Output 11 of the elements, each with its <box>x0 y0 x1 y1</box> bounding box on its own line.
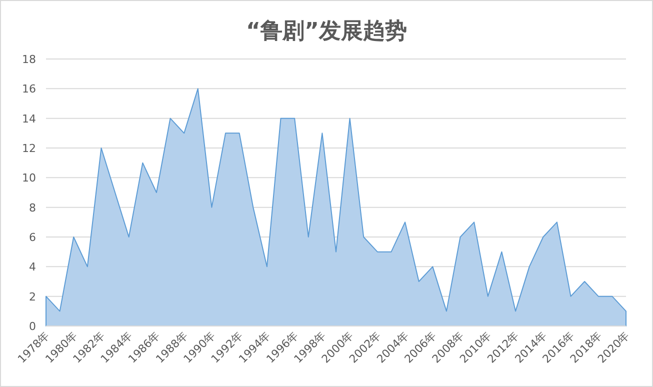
y-tick-label: 8 <box>29 201 36 214</box>
y-tick-label: 0 <box>29 320 36 333</box>
y-tick-label: 16 <box>22 82 36 96</box>
y-tick-label: 12 <box>22 142 36 155</box>
y-tick-label: 4 <box>29 260 36 274</box>
y-tick-label: 6 <box>29 231 36 244</box>
y-tick-label: 18 <box>22 53 36 66</box>
y-tick-label: 2 <box>29 290 36 304</box>
chart-title: “鲁剧”发展趋势 <box>246 19 407 44</box>
y-tick-label: 14 <box>22 112 36 126</box>
y-tick-label: 10 <box>22 172 36 185</box>
